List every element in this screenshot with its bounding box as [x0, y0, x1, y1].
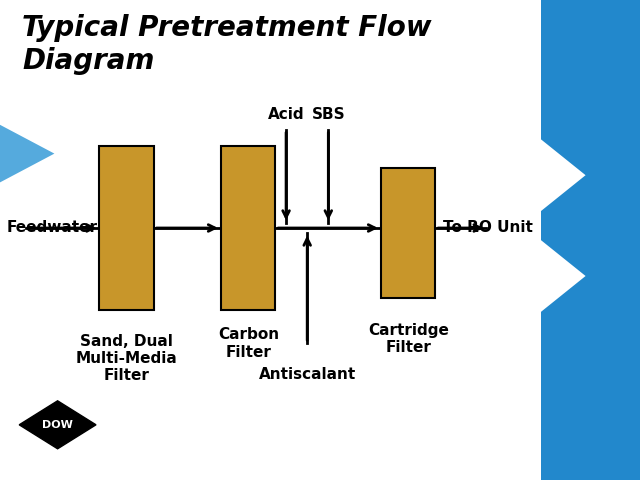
Text: Feedwater: Feedwater	[6, 220, 97, 236]
Polygon shape	[541, 139, 586, 211]
Polygon shape	[541, 240, 586, 312]
Polygon shape	[541, 0, 640, 480]
Text: Sand, Dual
Multi-Media
Filter: Sand, Dual Multi-Media Filter	[76, 334, 177, 384]
Text: Cartridge
Filter: Cartridge Filter	[368, 323, 449, 355]
Polygon shape	[19, 401, 96, 449]
Text: DOW: DOW	[42, 420, 73, 430]
Text: SBS: SBS	[312, 108, 345, 122]
Bar	[381, 168, 435, 298]
Bar	[99, 146, 154, 310]
Text: Acid: Acid	[268, 108, 305, 122]
Text: Typical Pretreatment Flow
Diagram: Typical Pretreatment Flow Diagram	[22, 14, 432, 75]
Text: Antiscalant: Antiscalant	[259, 367, 356, 382]
Bar	[221, 146, 275, 310]
Text: Carbon
Filter: Carbon Filter	[218, 327, 279, 360]
Polygon shape	[0, 125, 54, 182]
Text: To RO Unit: To RO Unit	[443, 220, 532, 236]
